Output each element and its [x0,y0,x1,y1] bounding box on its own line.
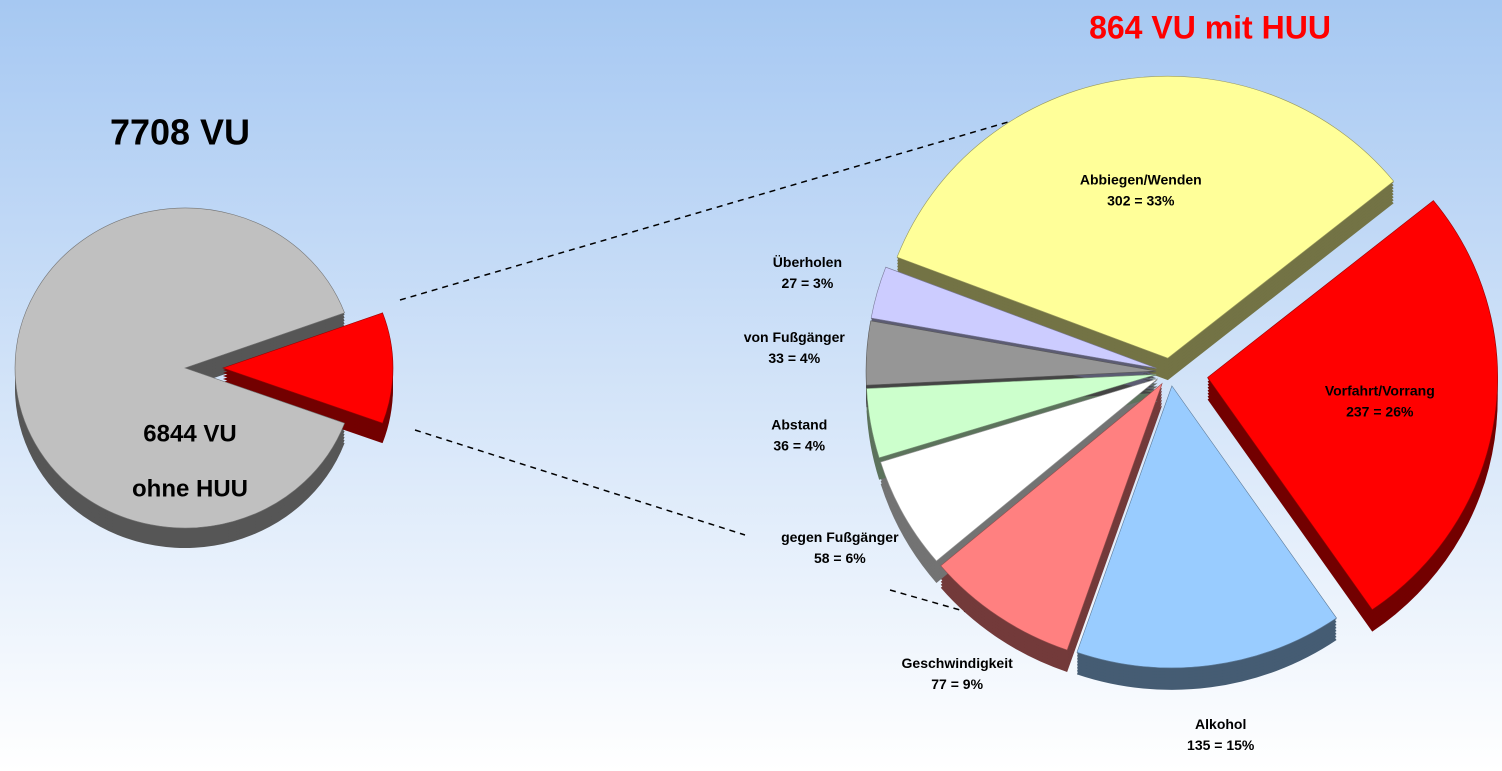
right-title: 864 VU mit HUU [1089,9,1331,45]
slice [896,75,1395,359]
slice-category: gegen Fußgänger [781,529,899,545]
slice [866,374,1157,459]
slice-category: Überholen [773,254,842,270]
slice-label: 77 = 9% [931,676,983,692]
connector-line [414,429,746,536]
connector-line [399,119,1016,301]
slice-label: 135 = 15% [1187,737,1255,753]
slice-label: 58 = 6% [814,550,866,566]
slice-label: 302 = 33% [1107,193,1175,209]
slice-category: ohne HUU [132,475,248,502]
left-title: 7708 VU [110,112,250,153]
slice-label: 36 = 4% [773,438,825,454]
slice-category: Abbiegen/Wenden [1080,172,1202,188]
slice [1207,200,1498,611]
slice-category: von Fußgänger [744,329,846,345]
slice [880,378,1158,562]
slice-label: 6844 VU [143,420,236,447]
connector-line [889,589,1101,651]
slice-category: Abstand [771,417,827,433]
slice [1076,385,1337,669]
slice-label: 33 = 4% [768,350,820,366]
slice-category: Alkohol [1195,716,1246,732]
slice-category: Vorfahrt/Vorrang [1325,383,1435,399]
slice [940,382,1163,651]
slice [870,266,1157,369]
slice-label: 237 = 26% [1346,404,1414,420]
slice [14,207,345,529]
slice [222,312,394,424]
slice-label: 27 = 3% [782,275,834,291]
slice [865,320,1157,386]
slice-category: Geschwindigkeit [902,655,1014,671]
